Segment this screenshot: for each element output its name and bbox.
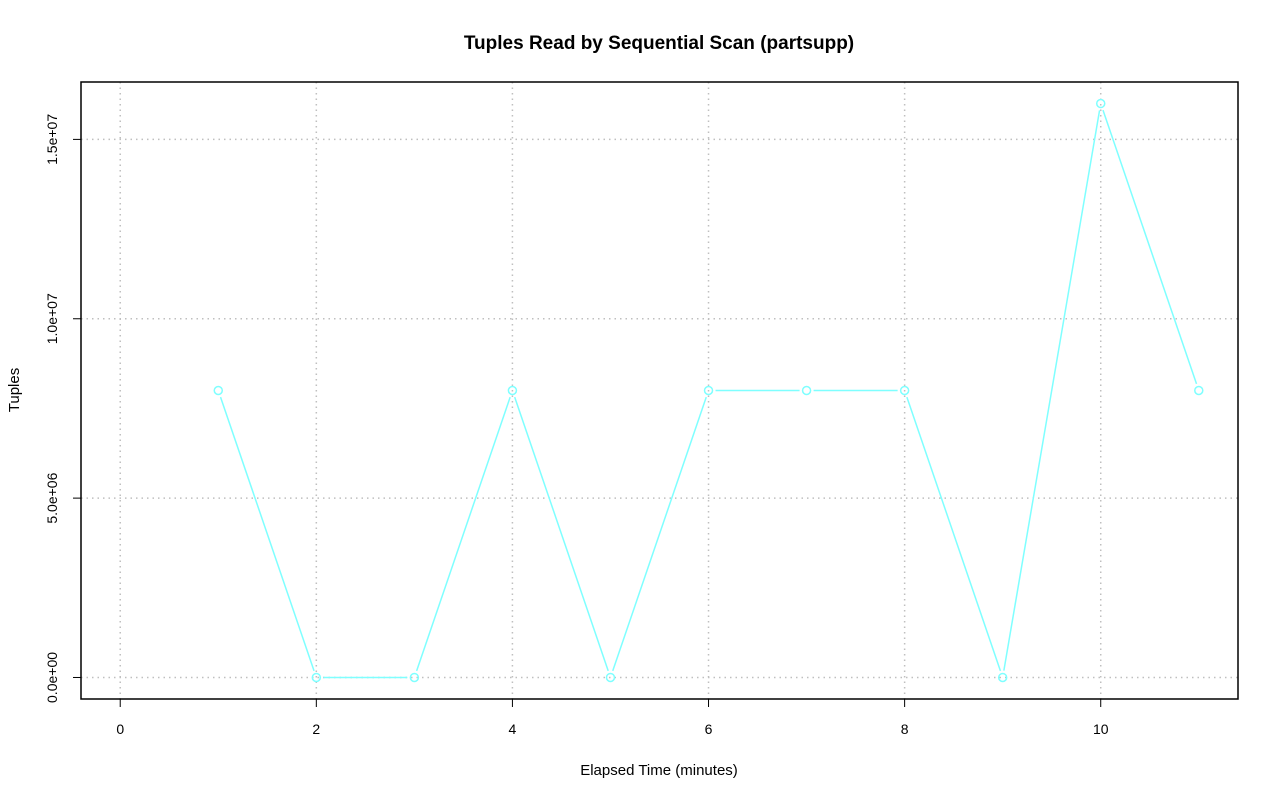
x-tick-label: 4	[509, 721, 517, 737]
series-line-segment	[1102, 109, 1198, 385]
y-tick-label: 5.0e+06	[44, 472, 60, 523]
data-point	[213, 385, 224, 396]
series-line-segment	[906, 396, 1002, 672]
data-point	[409, 672, 420, 683]
data-point	[1095, 98, 1106, 109]
data-point	[899, 385, 910, 396]
data-point	[311, 672, 322, 683]
series-line-segment	[219, 396, 315, 672]
y-axis-label: Tuples	[6, 368, 23, 412]
plot-frame	[80, 81, 1239, 700]
series-line-segment	[415, 396, 511, 672]
x-tick-label: 10	[1093, 721, 1109, 737]
chart-title: Tuples Read by Sequential Scan (partsupp…	[464, 33, 854, 54]
x-axis-label: Elapsed Time (minutes)	[580, 762, 738, 779]
series-line-segment	[513, 396, 609, 672]
data-point	[703, 385, 714, 396]
series-line-segment	[612, 396, 707, 672]
x-tick-label: 0	[116, 721, 124, 737]
axes: 0 2 4 6 8 10 0.0e+00 5.0e+06 1.0e+07 1.5e+07	[44, 114, 1109, 737]
x-tick-label: 8	[901, 721, 909, 737]
x-tick-label: 6	[705, 721, 713, 737]
y-tick-label: 0.0e+00	[44, 652, 60, 703]
data-point	[997, 672, 1008, 683]
series-line-segment	[1003, 110, 1101, 671]
x-tick-label: 2	[312, 721, 320, 737]
data-point	[1194, 385, 1204, 396]
data-point	[801, 385, 812, 396]
y-tick-label: 1.5e+07	[44, 114, 60, 165]
data-point	[507, 385, 518, 396]
data-point	[605, 672, 616, 683]
grid-lines	[81, 82, 1238, 699]
series-layer	[213, 98, 1204, 683]
y-tick-label: 1.0e+07	[44, 293, 60, 344]
